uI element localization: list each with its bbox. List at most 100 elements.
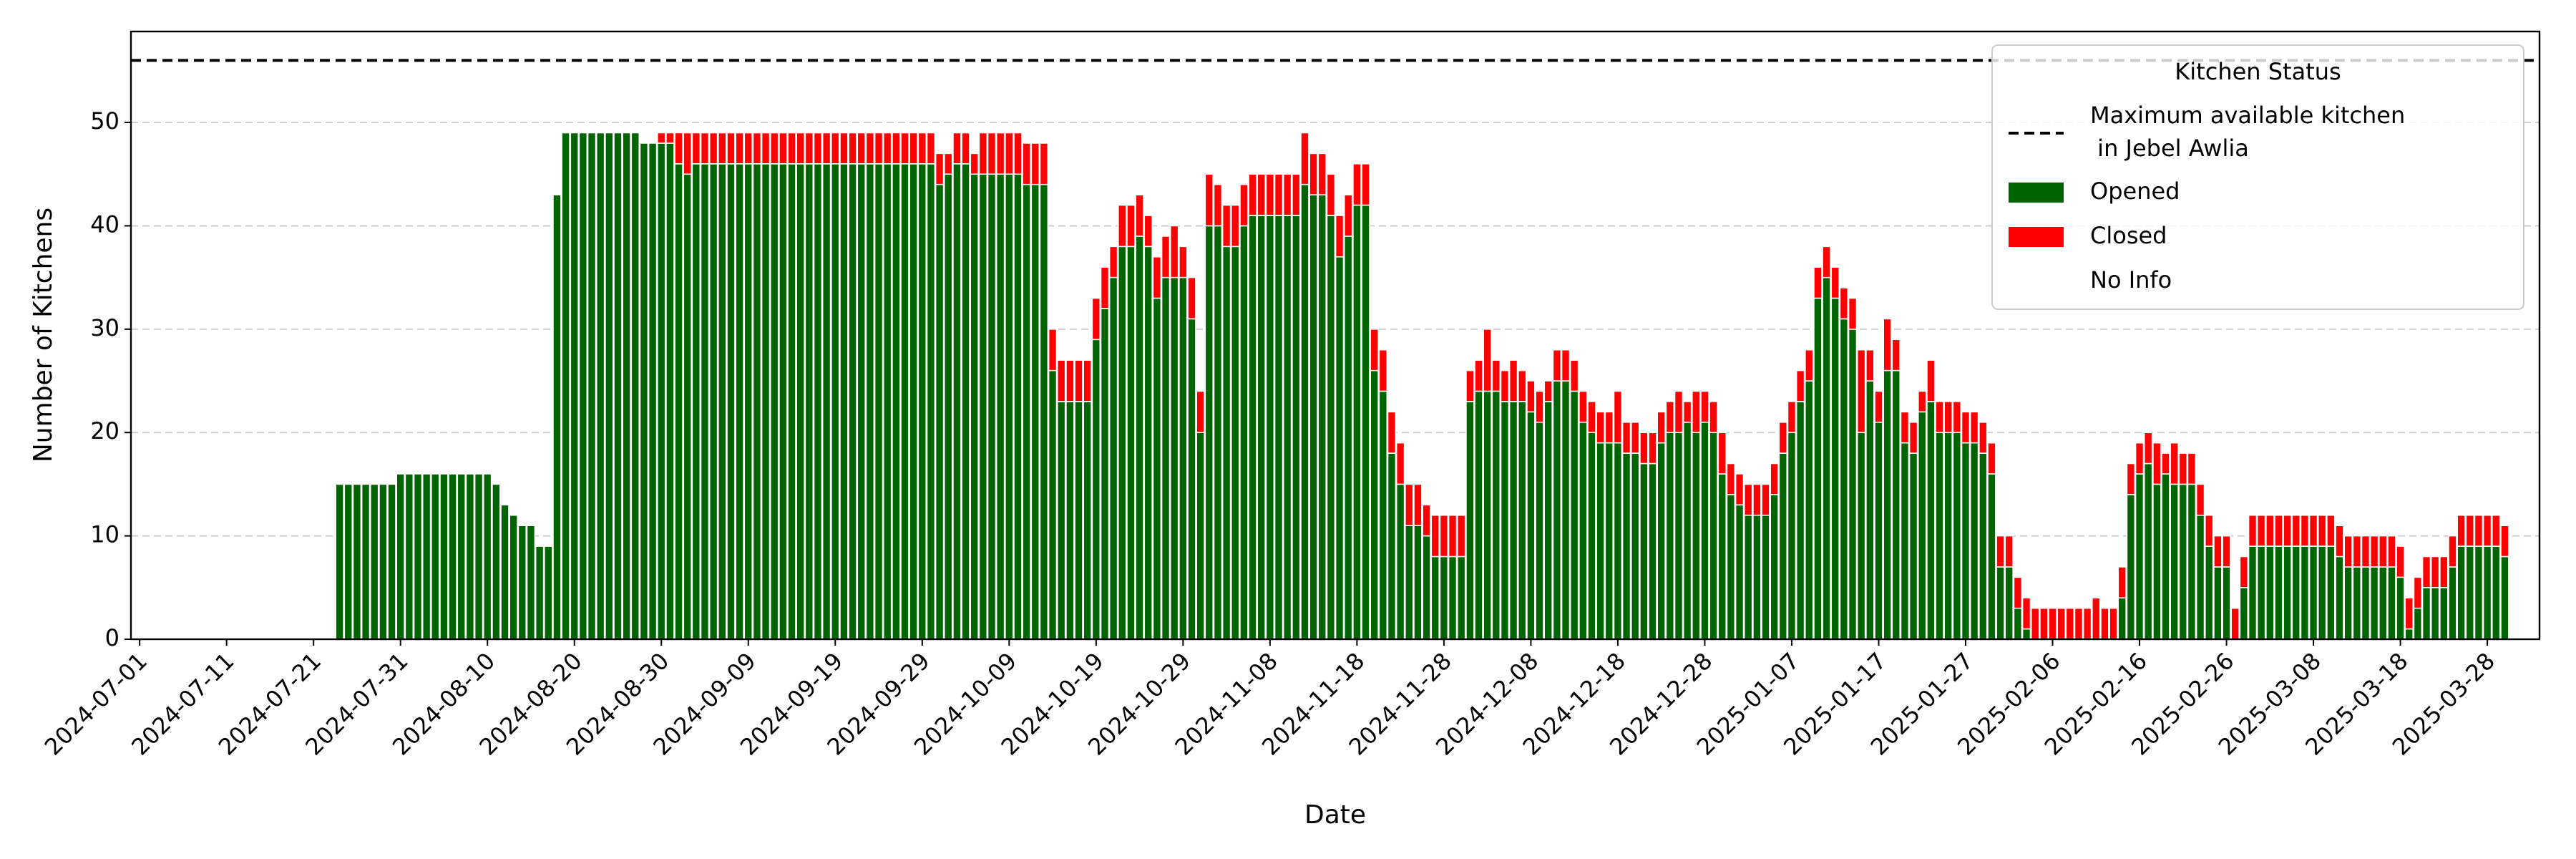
bar-segment: [544, 545, 553, 640]
bar-segment: [909, 132, 918, 165]
bar-segment: [1648, 462, 1657, 640]
bar-segment: [1335, 215, 1345, 258]
bar-segment: [1169, 276, 1179, 640]
bar-segment: [1126, 246, 1136, 640]
bar-segment: [1248, 215, 1257, 640]
bar-segment: [2317, 514, 2327, 547]
bar-segment: [1657, 442, 1666, 640]
bar-segment: [2465, 514, 2475, 547]
bar-segment: [726, 163, 736, 640]
bar-segment: [1621, 452, 1631, 640]
bar-segment: [857, 132, 867, 165]
plot-frame: [130, 30, 2541, 641]
bar-segment: [2187, 452, 2197, 485]
bar-segment: [1752, 514, 1762, 640]
legend-label: Maximum available kitchen in Jebel Awlia: [2090, 102, 2405, 162]
bar-segment: [1126, 204, 1136, 248]
bar-segment: [1856, 349, 1866, 434]
bar-segment: [570, 132, 580, 640]
bar-segment: [761, 163, 771, 640]
bar-segment: [2030, 607, 2040, 640]
bar-segment: [1709, 401, 1718, 434]
bar-segment: [2308, 545, 2318, 640]
bar-segment: [892, 163, 901, 640]
bar-segment: [2352, 535, 2362, 568]
bar-segment: [2126, 494, 2136, 640]
bar-segment: [1048, 329, 1058, 372]
bar-segment: [1422, 504, 1431, 537]
bar-segment: [1908, 452, 1918, 640]
bar-segment: [1091, 339, 1101, 640]
bar-segment: [1292, 173, 1301, 216]
bar-segment: [1048, 369, 1058, 640]
bar-segment: [587, 132, 597, 640]
bar-segment: [2491, 514, 2501, 547]
bar-segment: [474, 473, 484, 640]
bar-segment: [1674, 432, 1684, 640]
bar-segment: [1839, 318, 1849, 640]
bar-segment: [2248, 545, 2258, 640]
bar-segment: [1700, 390, 1709, 423]
bar-segment: [2300, 545, 2310, 640]
bar-segment: [1161, 276, 1171, 640]
bar-segment: [2004, 566, 2014, 640]
bar-segment: [1083, 401, 1092, 640]
bar-segment: [1613, 442, 1623, 640]
bar-segment: [2222, 535, 2231, 568]
y-tick-label: 10: [90, 521, 119, 548]
bar-segment: [1543, 401, 1553, 640]
bar-segment: [2396, 545, 2405, 578]
bar-segment: [1309, 194, 1318, 640]
bar-segment: [1908, 421, 1918, 454]
bar-segment: [2291, 514, 2301, 547]
bar-segment: [2265, 514, 2275, 547]
bar-segment: [1552, 349, 1562, 382]
bar-segment: [535, 545, 545, 640]
bar-segment: [1005, 132, 1014, 175]
bar-segment: [2448, 566, 2457, 640]
bar-segment: [2021, 628, 2031, 640]
bar-segment: [1022, 142, 1031, 185]
bar-segment: [2396, 576, 2405, 640]
bar-segment: [2379, 535, 2388, 568]
bar-segment: [2335, 555, 2344, 640]
bar-segment: [1074, 359, 1083, 402]
bar-segment: [796, 163, 805, 640]
bar-segment: [630, 132, 640, 640]
bar-segment: [1961, 442, 1971, 640]
bar-segment: [2013, 607, 2023, 640]
bar-segment: [1474, 359, 1483, 392]
bar-segment: [1500, 401, 1510, 640]
bar-segment: [2117, 597, 2127, 640]
bar-segment: [2274, 545, 2283, 640]
bar-segment: [761, 132, 771, 165]
bar-segment: [1935, 432, 1944, 640]
bar-segment: [1552, 380, 1562, 640]
bar-segment: [1405, 483, 1414, 526]
bar-segment: [1917, 390, 1927, 413]
bar-segment: [1118, 204, 1127, 248]
bar-segment: [1682, 401, 1692, 423]
bar-segment: [1361, 163, 1370, 206]
bar-segment: [1996, 535, 2005, 568]
bar-segment: [1265, 173, 1275, 216]
bar-segment: [379, 483, 388, 640]
bar-segment: [831, 132, 840, 165]
bar-segment: [1239, 183, 1249, 227]
bar-segment: [2048, 607, 2057, 640]
bar-segment: [1143, 215, 1153, 248]
bar-segment: [1795, 401, 1805, 640]
bar-segment: [1292, 215, 1301, 640]
bar-segment: [1804, 349, 1814, 382]
bar-segment: [2152, 483, 2162, 640]
bar-segment: [2343, 535, 2353, 568]
bar-segment: [726, 132, 736, 165]
bar-segment: [1474, 390, 1483, 640]
bar-segment: [813, 132, 823, 165]
y-tick-label: 40: [90, 210, 119, 238]
bar-segment: [735, 163, 744, 640]
bar-segment: [1005, 173, 1014, 640]
bar-segment: [857, 163, 867, 640]
bar-segment: [1221, 246, 1231, 640]
bar-segment: [1179, 246, 1188, 278]
